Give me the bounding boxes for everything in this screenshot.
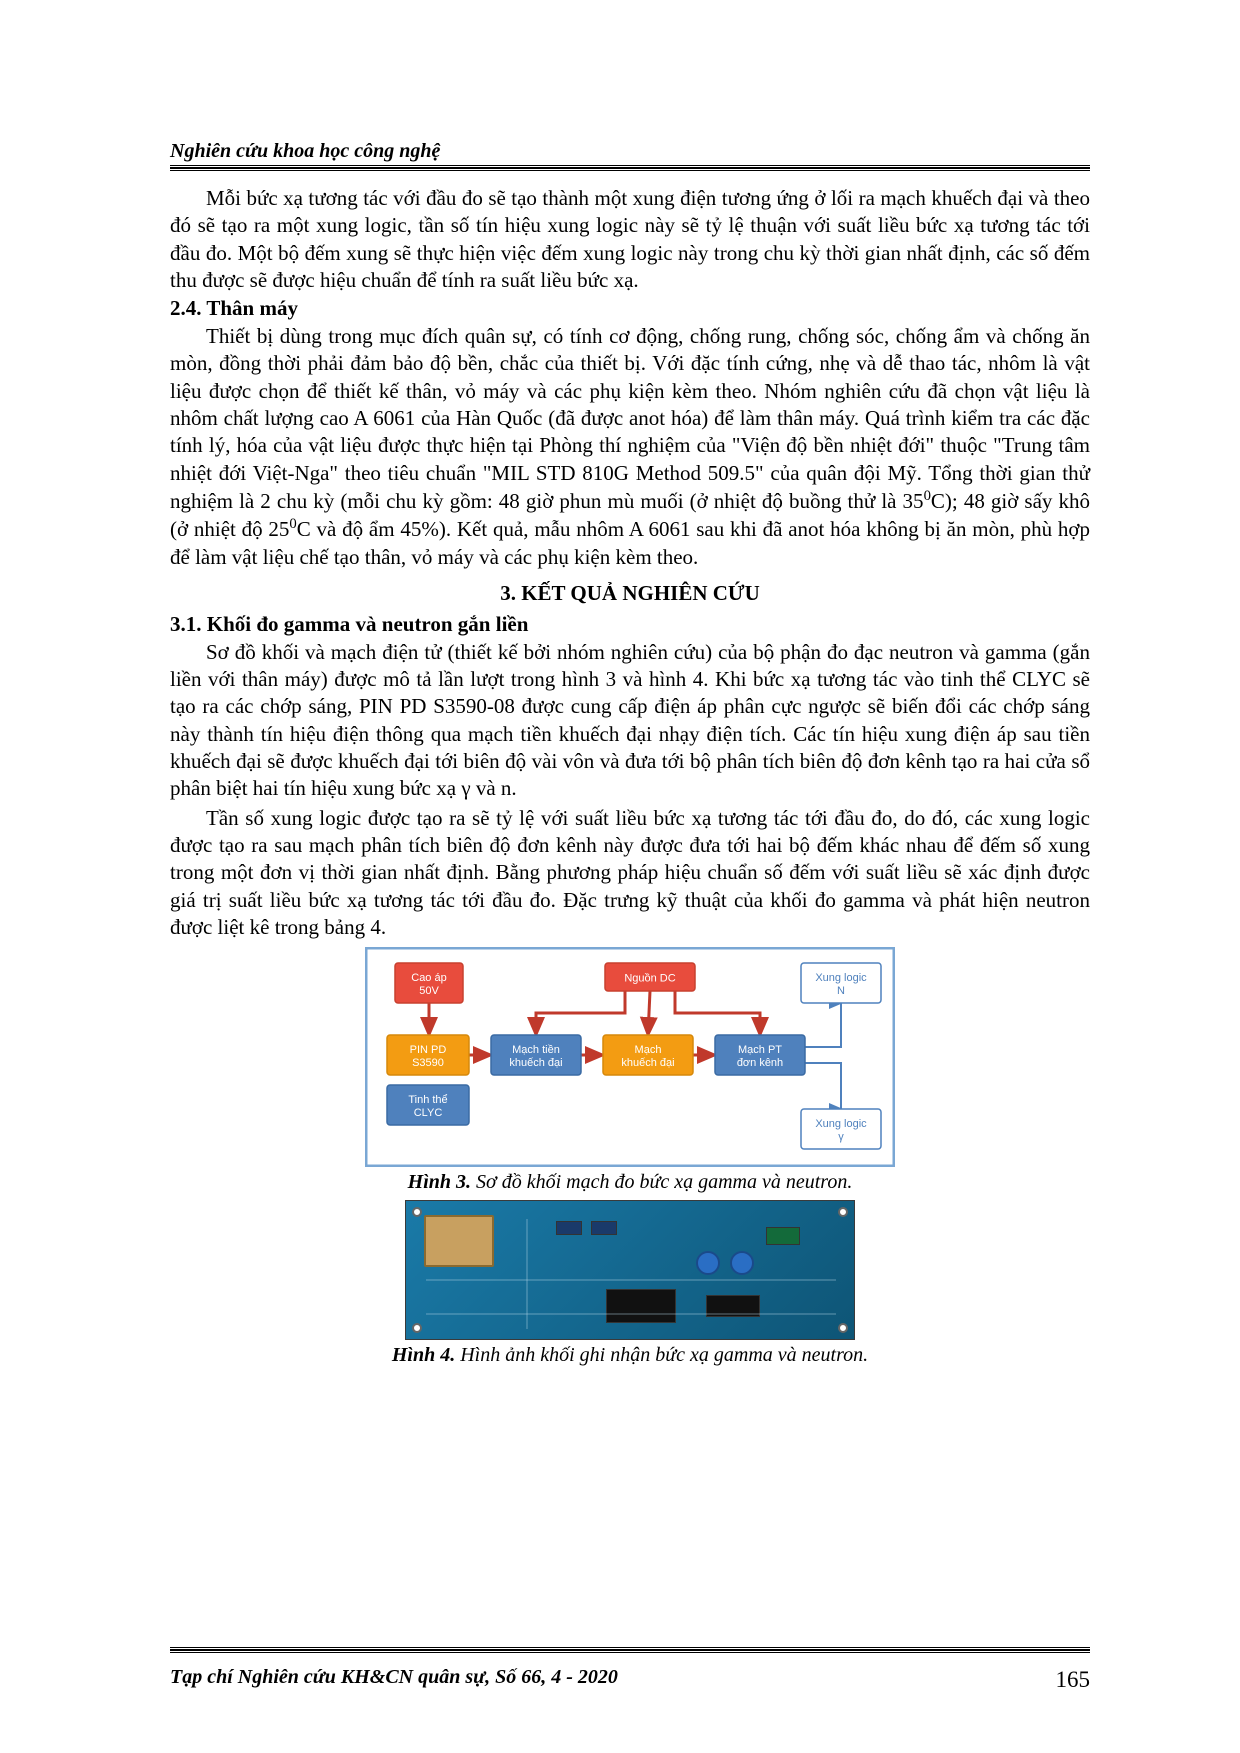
svg-text:γ: γ	[838, 1131, 844, 1143]
svg-text:Xung logic: Xung logic	[815, 1118, 867, 1130]
header-rule	[170, 165, 1090, 171]
paragraph-3: Sơ đồ khối và mạch điện tử (thiết kế bởi…	[170, 639, 1090, 803]
svg-text:Nguồn DC: Nguồn DC	[624, 973, 675, 985]
p2c: C và độ ẩm 45%). Kết quả, mẫu nhôm A 606…	[170, 517, 1090, 568]
node-pre: Mạch tiềnkhuếch đại	[491, 1035, 581, 1075]
deg-2: 0	[289, 516, 296, 532]
fig4-label: Hình 4.	[392, 1344, 455, 1366]
svg-text:Mạch PT: Mạch PT	[738, 1044, 782, 1056]
block-diagram: Cao áp50VNguồn DCXung logicNPIN PDS3590M…	[365, 947, 895, 1167]
fig3-text: Sơ đồ khối mạch đo bức xạ gamma và neutr…	[471, 1171, 852, 1193]
svg-text:Cao áp: Cao áp	[411, 972, 446, 984]
paragraph-4: Tần số xung logic được tạo ra sẽ tỷ lệ v…	[170, 805, 1090, 941]
p2a: Thiết bị dùng trong mục đích quân sự, có…	[170, 324, 1090, 513]
figure-4	[170, 1200, 1090, 1340]
svg-text:khuếch đại: khuếch đại	[621, 1057, 674, 1069]
circuit-board-photo	[405, 1200, 855, 1340]
figure-3: Cao áp50VNguồn DCXung logicNPIN PDS3590M…	[170, 947, 1090, 1167]
paragraph-2: Thiết bị dùng trong mục đích quân sự, có…	[170, 323, 1090, 571]
svg-text:PIN PD: PIN PD	[410, 1044, 447, 1056]
node-clyc: Tinh thểCLYC	[387, 1085, 469, 1125]
node-sca: Mạch PTđơn kênh	[715, 1035, 805, 1075]
node-dc: Nguồn DC	[605, 963, 695, 991]
svg-text:S3590: S3590	[412, 1057, 444, 1069]
svg-text:CLYC: CLYC	[414, 1107, 443, 1119]
svg-text:Mạch: Mạch	[635, 1044, 662, 1056]
svg-text:N: N	[837, 985, 845, 997]
node-hv: Cao áp50V	[395, 963, 463, 1003]
footer-rule	[170, 1647, 1090, 1653]
svg-text:khuếch đại: khuếch đại	[509, 1057, 562, 1069]
section-heading-3: 3. KẾT QUẢ NGHIÊN CỨU	[170, 581, 1090, 606]
fig4-text: Hình ảnh khối ghi nhận bức xạ gamma và n…	[455, 1344, 868, 1366]
footer-journal: Tạp chí Nghiên cứu KH&CN quân sự, Số 66,…	[170, 1666, 618, 1689]
svg-text:đơn kênh: đơn kênh	[737, 1057, 783, 1069]
svg-text:Tinh thể: Tinh thể	[408, 1094, 447, 1106]
svg-text:Mạch tiền: Mạch tiền	[512, 1044, 560, 1056]
node-logicN: Xung logicN	[801, 963, 881, 1003]
subheading-2-4: 2.4. Thân máy	[170, 296, 1090, 321]
figure-3-caption: Hình 3. Sơ đồ khối mạch đo bức xạ gamma …	[170, 1171, 1090, 1194]
fig3-label: Hình 3.	[408, 1171, 471, 1193]
figure-4-caption: Hình 4. Hình ảnh khối ghi nhận bức xạ ga…	[170, 1344, 1090, 1367]
subheading-3-1: 3.1. Khối đo gamma và neutron gắn liền	[170, 612, 1090, 637]
node-pin: PIN PDS3590	[387, 1035, 469, 1075]
running-head: Nghiên cứu khoa học công nghệ	[170, 140, 1090, 163]
paragraph-1: Mỗi bức xạ tương tác với đầu đo sẽ tạo t…	[170, 185, 1090, 294]
node-logicG: Xung logicγ	[801, 1109, 881, 1149]
page-number: 165	[1056, 1667, 1091, 1693]
deg-1: 0	[924, 488, 931, 504]
svg-text:50V: 50V	[419, 985, 439, 997]
node-amp: Mạchkhuếch đại	[603, 1035, 693, 1075]
edge-dc-amp	[648, 991, 650, 1035]
svg-text:Xung logic: Xung logic	[815, 972, 867, 984]
